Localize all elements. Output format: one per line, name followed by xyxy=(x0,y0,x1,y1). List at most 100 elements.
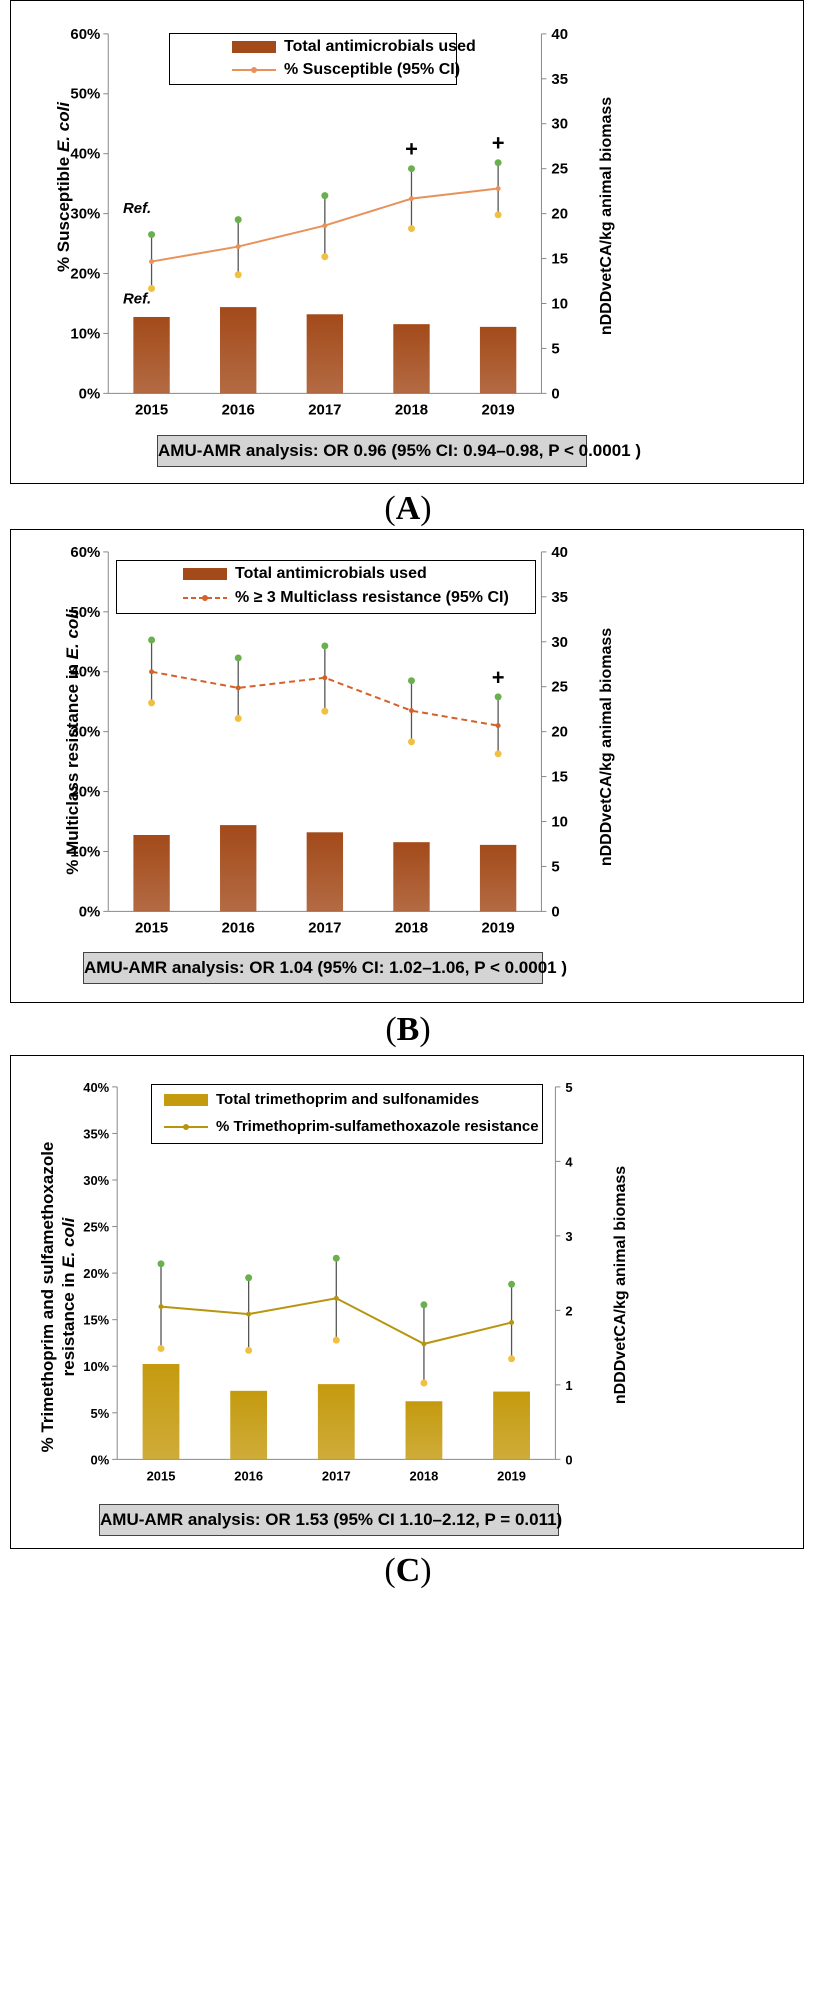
chart-b-svg: 0% 10% 20% 30% 40% 50% 60% 0 5 10 15 20 25 30 35 40 2015… xyxy=(70,544,568,936)
y-axis-left-title-c: % Trimethoprim and sulfamethoxazole resis… xyxy=(38,1141,78,1453)
line-point-a-2018 xyxy=(408,196,414,202)
x-tick-label-a-2017: 2017 xyxy=(308,401,341,418)
y-tick-label-left-b: 30% xyxy=(70,724,100,741)
chart-c-svg: 0% 5% 10% 15% 20% 25% 30% 35% 40% 0 1 2 3 4 5 2015 2016 2… xyxy=(83,1080,573,1483)
line-point-b-2018 xyxy=(408,708,414,714)
legend-swatch-bars-a xyxy=(232,41,276,53)
y-tick-label-left-b: 60% xyxy=(70,544,100,561)
ci-upper-dot-b-2016 xyxy=(234,654,242,662)
y-tick-label-right-a: 35 xyxy=(551,71,568,88)
y-tick-label-right-a: 40 xyxy=(551,26,568,43)
chart-a-svg: 0% 10% 20% 30% 40% 50% 60% 0 5 10 15 20 25 30 35 40 2015… xyxy=(70,26,568,418)
legend-line-symbol-a xyxy=(232,64,276,76)
legend-line-symbol-b xyxy=(183,592,227,604)
x-tick-label-c-2017: 2017 xyxy=(322,1468,351,1483)
bar-c-2017 xyxy=(317,1384,355,1460)
bar-b-2015 xyxy=(133,834,170,912)
ci-lower-dot-c-2017 xyxy=(332,1336,340,1344)
line-point-c-2015 xyxy=(158,1304,164,1310)
bar-a-2017 xyxy=(306,314,344,394)
y-tick-label-left-c: 10% xyxy=(83,1359,109,1374)
line-point-c-2019 xyxy=(509,1319,515,1325)
y-tick-label-right-b: 25 xyxy=(551,679,568,696)
y-tick-label-left-b: 40% xyxy=(70,664,100,681)
ci-lower-dot-a-2019 xyxy=(494,211,502,219)
significance-plus-a-2018: + xyxy=(405,137,418,162)
bar-c-2015 xyxy=(142,1364,180,1460)
y-tick-label-right-b: 30 xyxy=(551,634,568,651)
y-tick-label-right-b: 10 xyxy=(551,813,568,830)
ci-upper-dot-a-2017 xyxy=(321,192,329,200)
y-tick-label-left-c: 5% xyxy=(91,1406,110,1421)
bar-c-2018 xyxy=(405,1401,443,1460)
bar-a-2018 xyxy=(393,324,430,394)
ci-lower-dot-a-2017 xyxy=(321,253,329,261)
y-tick-label-right-b: 5 xyxy=(551,858,559,875)
ci-lower-dot-b-2018 xyxy=(407,738,415,746)
y-tick-label-right-a: 10 xyxy=(551,295,568,312)
ci-lower-dot-c-2018 xyxy=(420,1379,428,1387)
panel-label-a: (A) xyxy=(384,490,432,527)
line-point-c-2016 xyxy=(246,1311,252,1317)
legend-swatch-bars-b xyxy=(183,568,227,580)
ci-lower-dot-b-2017 xyxy=(321,707,329,715)
legend-b: Total antimicrobials used % ≥ 3 Multicla… xyxy=(116,560,536,614)
legend-c: Total trimethoprim and sulfonamides % Tr… xyxy=(151,1084,543,1144)
stats-box-b: AMU-AMR analysis: OR 1.04 (95% CI: 1.02–… xyxy=(83,952,567,984)
ci-upper-dot-a-2015 xyxy=(148,231,156,239)
y-tick-label-left-b: 50% xyxy=(70,604,100,621)
significance-plus-b-2019: + xyxy=(492,665,505,690)
y-tick-label-right-b: 40 xyxy=(551,544,568,561)
y-tick-label-left-c: 35% xyxy=(83,1126,109,1141)
x-tick-label-b-2016: 2016 xyxy=(222,919,255,936)
y-tick-label-left-a: 30% xyxy=(70,206,100,223)
bar-b-2018 xyxy=(393,842,430,912)
ci-lower-dot-a-2015 xyxy=(148,285,156,293)
y-tick-label-left-c: 25% xyxy=(83,1220,109,1235)
legend-label-bars-c: Total trimethoprim and sulfonamides xyxy=(216,1091,480,1108)
legend-label-line-a: % Susceptible (95% CI) xyxy=(284,61,461,78)
ci-lower-dot-c-2015 xyxy=(157,1345,165,1353)
legend-label-line-c: % Trimethoprim-sulfamethoxazole resistan… xyxy=(216,1118,539,1135)
y-tick-label-left-a: 0% xyxy=(79,385,101,402)
y-tick-label-left-a: 50% xyxy=(70,86,100,103)
stats-box-a: AMU-AMR analysis: OR 0.96 (95% CI: 0.94–… xyxy=(157,435,641,467)
y-tick-label-right-b: 20 xyxy=(551,724,568,741)
y-tick-label-right-a: 0 xyxy=(551,385,559,402)
y-tick-label-right-c: 2 xyxy=(565,1303,572,1318)
panel-c: 0% 5% 10% 15% 20% 25% 30% 35% 40% 0 1 2 3 4 5 2015 2016 2… xyxy=(10,1055,804,1549)
x-tick-label-b-2015: 2015 xyxy=(135,919,168,936)
y-axis-right-title-a: nDDDvetCA/kg animal biomass xyxy=(598,96,615,336)
y-tick-label-left-a: 60% xyxy=(70,26,100,43)
ci-upper-dot-a-2019 xyxy=(494,159,502,167)
x-tick-label-b-2017: 2017 xyxy=(308,919,341,936)
legend-swatch-bars-c xyxy=(164,1093,208,1106)
bar-c-2016 xyxy=(230,1390,268,1460)
x-tick-label-c-2016: 2016 xyxy=(234,1468,263,1483)
ci-upper-dot-b-2015 xyxy=(148,636,156,644)
x-tick-label-c-2019: 2019 xyxy=(497,1468,526,1483)
ci-lower-dot-a-2018 xyxy=(407,225,415,233)
ci-upper-dot-b-2017 xyxy=(321,642,329,650)
x-tick-label-a-2016: 2016 xyxy=(222,401,255,418)
bar-a-2016 xyxy=(220,307,257,394)
significance-plus-a-2019: + xyxy=(492,131,505,156)
y-tick-label-right-a: 15 xyxy=(551,251,568,268)
ci-upper-dot-c-2017 xyxy=(332,1254,340,1262)
y-tick-label-right-a: 20 xyxy=(551,206,568,223)
y-tick-label-left-a: 40% xyxy=(70,146,100,163)
ci-lower-dot-a-2016 xyxy=(234,271,242,279)
ci-lower-dot-c-2019 xyxy=(508,1355,516,1363)
panel-label-b: (B) xyxy=(385,1011,431,1048)
legend-a: Total antimicrobials used % Susceptible … xyxy=(169,33,476,85)
panel-label-c: (C) xyxy=(384,1552,432,1589)
ci-upper-dot-c-2018 xyxy=(420,1301,428,1309)
legend-line-symbol-c xyxy=(164,1121,208,1133)
ci-lower-dot-b-2016 xyxy=(234,714,242,722)
y-axis-left-title-a: % Susceptible E. coli xyxy=(54,101,73,273)
line-point-a-2019 xyxy=(495,185,501,191)
x-tick-label-c-2018: 2018 xyxy=(410,1468,439,1483)
y-tick-label-left-b: 10% xyxy=(70,843,100,860)
ci-upper-dot-a-2016 xyxy=(234,216,242,224)
y-axis-left-title-b: % Multiclass resistance in E. coli xyxy=(63,609,82,875)
